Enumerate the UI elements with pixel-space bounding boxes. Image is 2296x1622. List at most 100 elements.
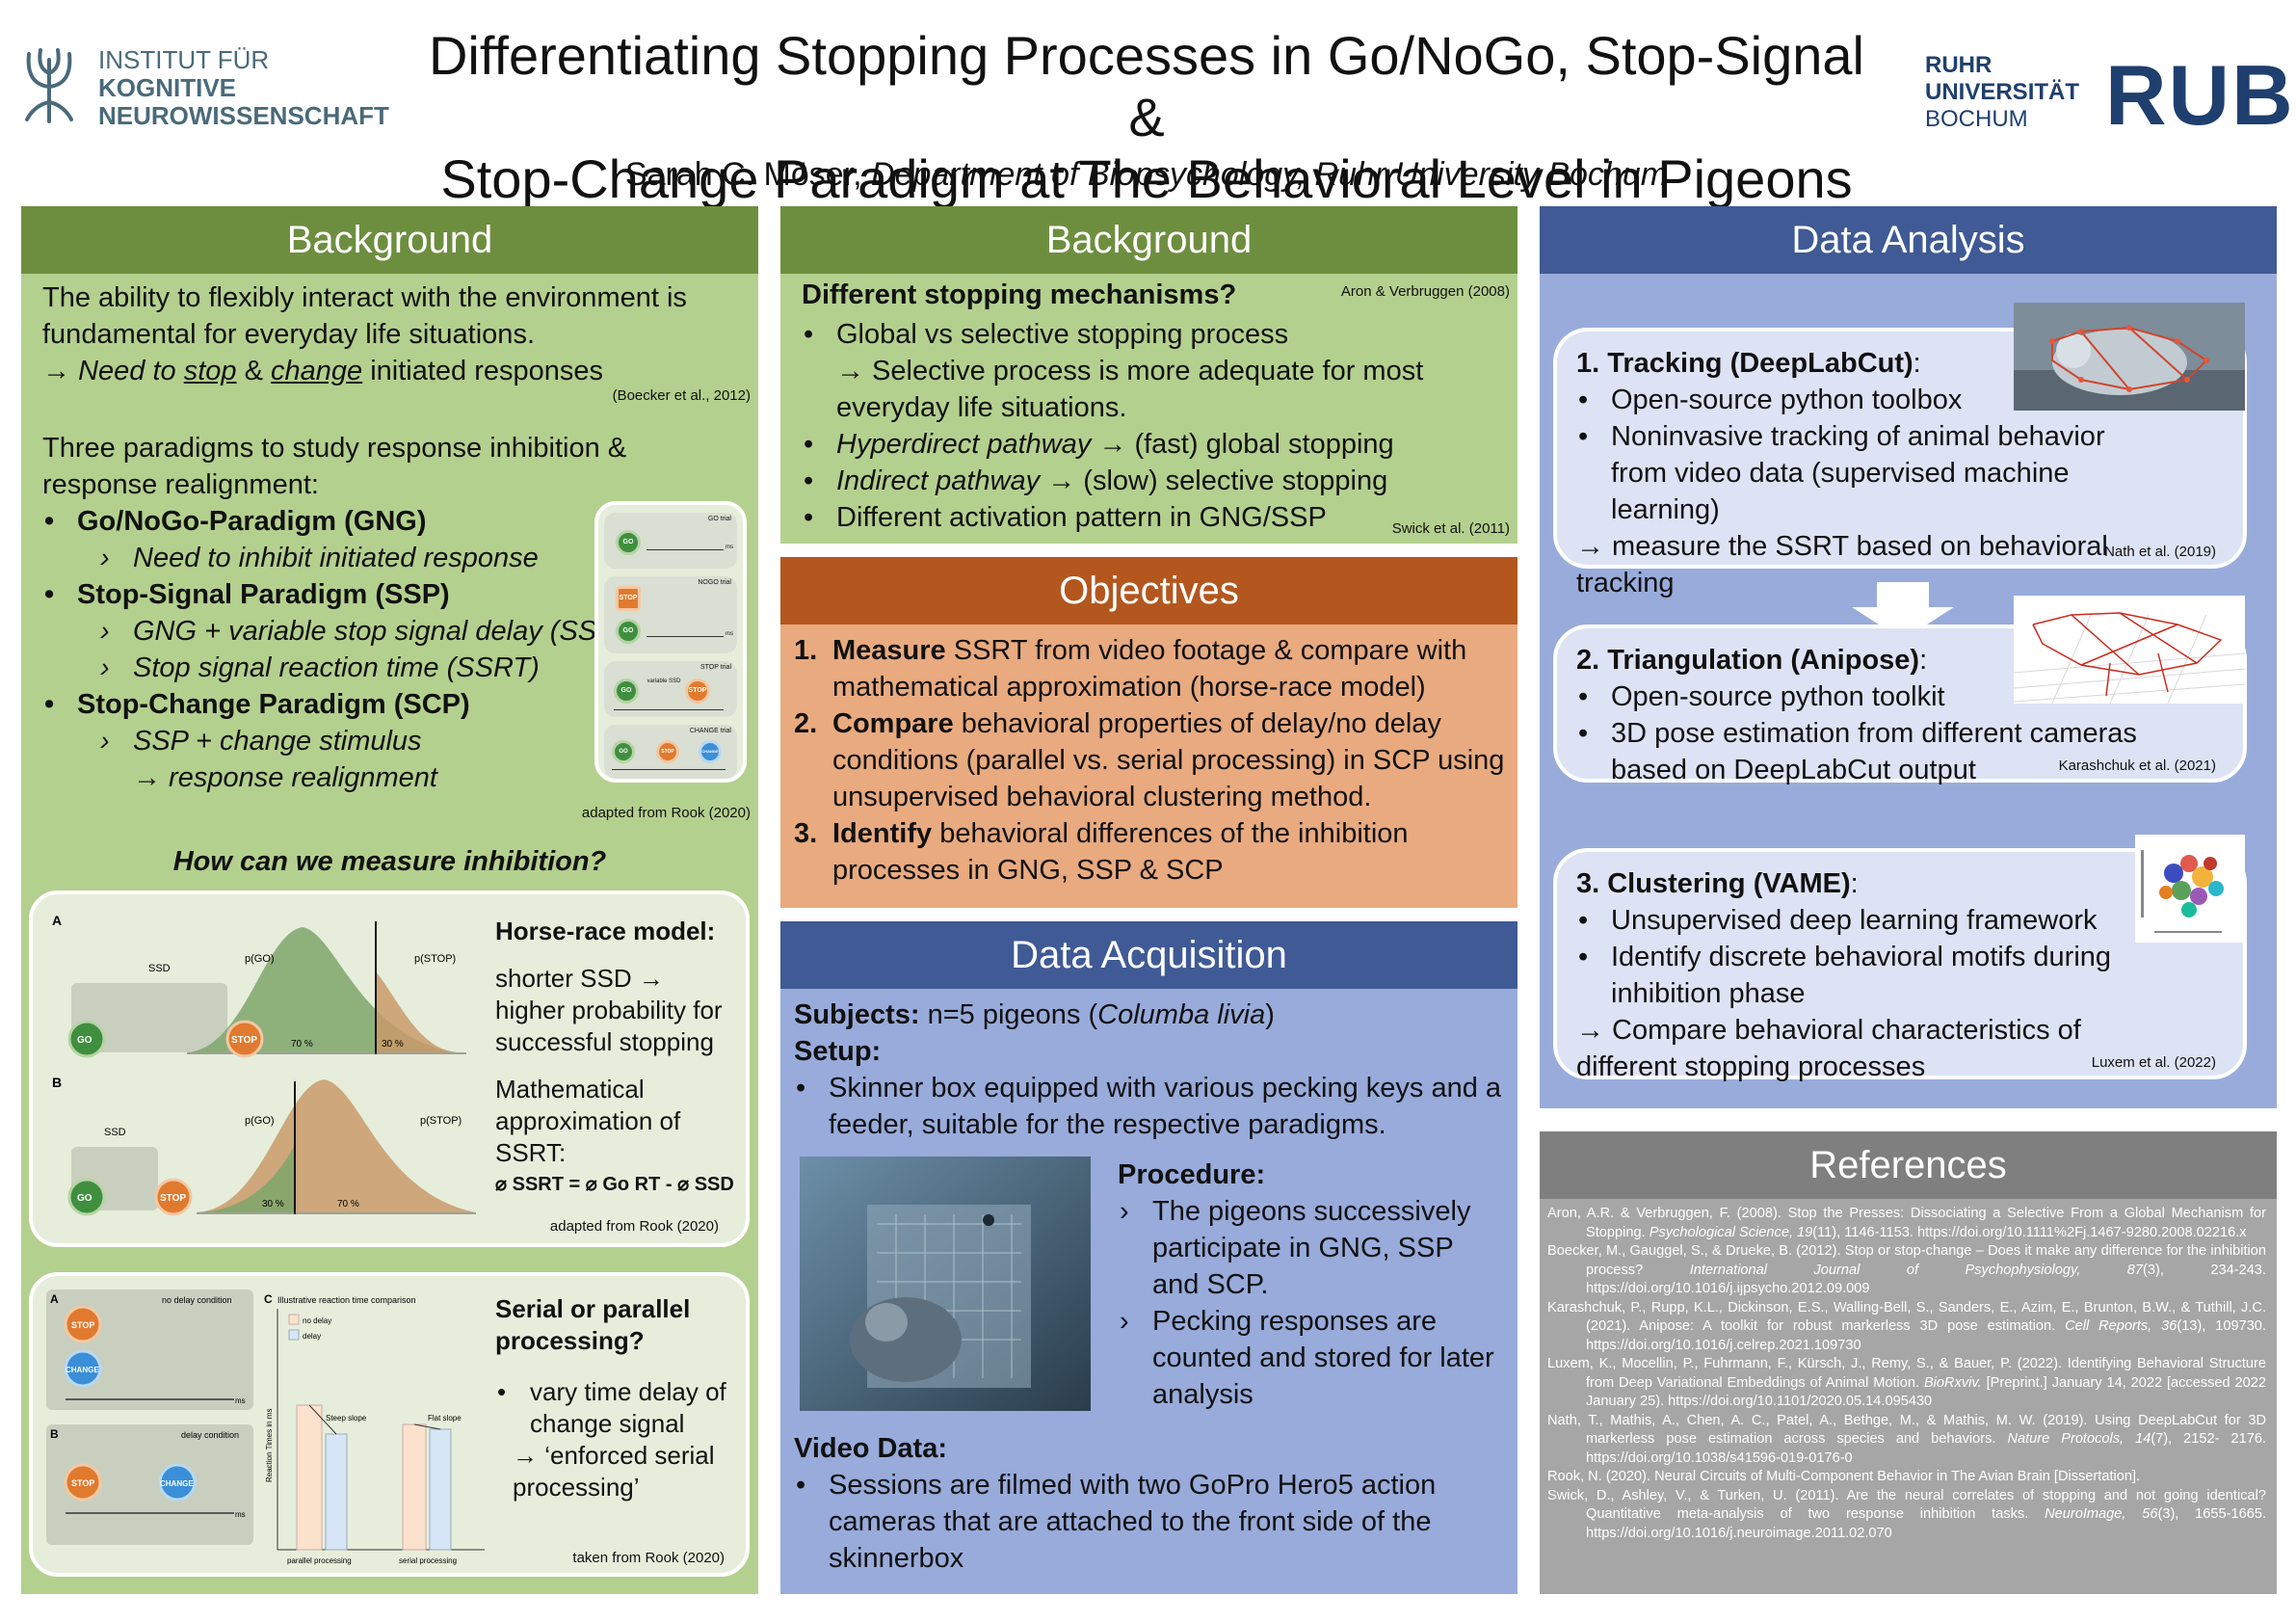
institute-logo: INSTITUT FÜR KOGNITIVE NEUROWISSENSCHAFT [19, 40, 424, 137]
mechanism-1: Global vs selective stopping process [836, 316, 1501, 353]
gng-item: Go/NoGo-Paradigm (GNG) [77, 503, 655, 540]
ampersand: & [244, 356, 263, 386]
video-data-text: Sessions are filmed with two GoPro Hero5… [829, 1467, 1507, 1577]
mechanism-2: Hyperdirect pathway → (fast) global stop… [836, 426, 1501, 463]
reference-text: Rook, N. (2020). Neural Circuits of Mult… [1547, 1469, 2141, 1484]
poster-title: Differentiating Stopping Processes in Go… [405, 25, 1888, 210]
background-section-middle: Background Different stopping mechanisms… [780, 206, 1517, 544]
horse-race-desc: shorter SSD → higher probability for suc… [495, 964, 723, 1056]
reference-text: Swick, D., Ashley, V., & Turken, U. (201… [1547, 1487, 2266, 1523]
reference-journal: Nature Protocols, 14 [2007, 1431, 2151, 1447]
institute-line1: INSTITUT FÜR [98, 45, 270, 74]
mechanisms-title: Different stopping mechanisms? [802, 279, 1237, 310]
vame-cluster-image [2135, 835, 2245, 943]
triangulation-2: 3D pose estimation from different camera… [1611, 715, 2174, 788]
scp-sub2: → response realignment [133, 762, 437, 793]
math-approx-text: Mathematical approximation of SSRT: [495, 1075, 681, 1167]
go-circle: GO [616, 530, 641, 555]
citation-swick: Swick et al. (2011) [1391, 520, 1510, 537]
objective-1: 1. Measure SSRT from video footage & com… [794, 632, 1507, 705]
scp-item: Stop-Change Paradigm (SCP) [77, 686, 655, 723]
stop-trial-thumb: STOP trial GO variable SSD STOP [604, 661, 737, 717]
paradigm-list: Go/NoGo-Paradigm (GNG) Need to inhibit i… [77, 503, 655, 796]
references-section: References Aron, A.R. & Verbruggen, F. (… [1540, 1131, 2277, 1594]
reference-text: Nath, T., Mathis, A., Chen, A. C., Patel… [1547, 1412, 2266, 1448]
pstop-label-a: p(STOP) [414, 953, 456, 965]
triangulation-text: 2. Triangulation (Anipose): Open-source … [1576, 642, 2174, 788]
pstop-label-b: p(STOP) [420, 1115, 462, 1127]
title-line1: Differentiating Stopping Processes in Go… [428, 25, 1864, 147]
down-arrow-icon [1852, 582, 1954, 640]
initiated-responses-text: initiated responses [370, 356, 604, 386]
citation-rook-2: adapted from Rook (2020) [549, 1218, 719, 1235]
legend-no-delay: no delay [303, 1316, 331, 1325]
time-arrow [647, 636, 724, 637]
data-acquisition-section: Data Acquisition Subjects: n=5 pigeons (… [780, 921, 1517, 1594]
data-analysis-section: Data Analysis 1. Tracking (DeepLabCut): … [1540, 206, 2277, 1108]
gng-sub: Need to inhibit initiated response [133, 540, 655, 576]
reference-item: Luxem, K., Mocellin, P., Fuhrmann, F., K… [1547, 1355, 2266, 1412]
intro-text: The ability to flexibly interact with th… [42, 279, 741, 389]
ms-label: ms [726, 545, 733, 550]
ssp-sub2: Stop signal reaction time (SSRT) [133, 650, 655, 686]
change-circle-d: CHANGE [160, 1479, 194, 1488]
reference-item: Nath, T., Mathis, A., Chen, A. C., Patel… [1547, 1412, 2266, 1469]
ms-label-a: ms [235, 1396, 246, 1405]
clustering-3: → Compare behavioral characteristics of … [1576, 1015, 2081, 1082]
a-70-label: 70 % [291, 1039, 313, 1050]
subjects-setup: Subjects: n=5 pigeons (Columba livia) Se… [794, 997, 1507, 1143]
panel-c-label: C [264, 1292, 273, 1306]
procedure-block: Procedure: The pigeons successively part… [1118, 1157, 1503, 1413]
ssp-sub1: GNG + variable stop signal delay (SSD) [133, 613, 655, 650]
go-trial-label: GO trial [707, 516, 731, 522]
objective-2-text: behavioral properties of delay/no delay … [832, 708, 1505, 812]
triangulation-title-text: 2. Triangulation (Anipose) [1576, 645, 1920, 676]
ssd-label-a: SSD [148, 963, 171, 974]
serial-processing-label: serial processing [399, 1556, 457, 1565]
triangulation-1: Open-source python toolkit [1611, 678, 2174, 715]
enforced-serial-text: → ‘enforced serial processing’ [513, 1441, 715, 1502]
indirect-desc: → (slow) selective stopping [1047, 465, 1388, 496]
subjects-label: Subjects: [794, 999, 920, 1030]
citation-boecker: (Boecker et al., 2012) [612, 387, 751, 404]
pgo-label-b: p(GO) [245, 1115, 275, 1127]
clustering-text: 3. Clustering (VAME): Unsupervised deep … [1576, 865, 2174, 1085]
reference-item: Rook, N. (2020). Neural Circuits of Mult… [1547, 1468, 2266, 1487]
tracking-1: Open-source python toolbox [1611, 382, 2154, 418]
right-column: Data Analysis 1. Tracking (DeepLabCut): … [1540, 206, 2277, 1594]
tracking-3: → measure the SSRT based on behavioral t… [1576, 531, 2108, 598]
objective-1-num: 1. [794, 635, 818, 666]
ms-label: ms [726, 631, 733, 637]
objective-2-num: 2. [794, 708, 818, 739]
objectives-header: Objectives [780, 557, 1517, 625]
nogo-trial-label: NOGO trial [698, 579, 731, 586]
indirect-text: Indirect pathway [836, 465, 1041, 496]
reference-journal: BioRxviv. [1923, 1374, 1982, 1391]
change-trial-label: CHANGE trial [689, 728, 731, 734]
panel-a-label: A [52, 913, 62, 928]
citation-karashchuk: Karashchuk et al. (2021) [2058, 758, 2216, 774]
background-header-left: Background [21, 206, 758, 274]
mechanisms-list: Global vs selective stopping process → S… [836, 316, 1501, 536]
reference-doi: (7), 2152- 2176. https://doi.org/10.1038… [1586, 1431, 2266, 1466]
b-70-label: 70 % [337, 1199, 359, 1210]
brain-neuron-icon [25, 48, 73, 123]
clustering-1: Unsupervised deep learning framework [1611, 902, 2174, 939]
reference-journal: NeuroImage, 56 [2045, 1506, 2158, 1522]
deeplabcut-tracking-image [2014, 303, 2245, 411]
middle-column: Background Different stopping mechanisms… [780, 206, 1517, 1594]
need-to-text: Need to [78, 356, 176, 386]
reference-doi: (3), 1655-1665. https://doi.org/10.1016/… [1586, 1506, 2266, 1541]
reference-journal: International Journal of Psychophysiolog… [1689, 1262, 2143, 1278]
rt-ylabel: Reaction Times in ms [265, 1409, 274, 1482]
rub-line2: UNIVERSITÄT [1925, 79, 2080, 105]
triangulation-title: 2. Triangulation (Anipose): [1576, 645, 1928, 676]
stop-trial-label: STOP trial [699, 664, 731, 671]
pgo-label-a: p(GO) [245, 953, 275, 965]
author-line: Sarah C. Möser, Department of Biopsychol… [405, 156, 1888, 194]
citation-rook-3: taken from Rook (2020) [572, 1550, 725, 1566]
rt-comparison-title: Illustrative reaction time comparison [277, 1295, 416, 1305]
reference-journal: Cell Reports, 36 [2065, 1318, 2177, 1334]
data-acquisition-header: Data Acquisition [780, 921, 1517, 989]
reference-item: Swick, D., Ashley, V., & Turken, U. (201… [1547, 1487, 2266, 1544]
